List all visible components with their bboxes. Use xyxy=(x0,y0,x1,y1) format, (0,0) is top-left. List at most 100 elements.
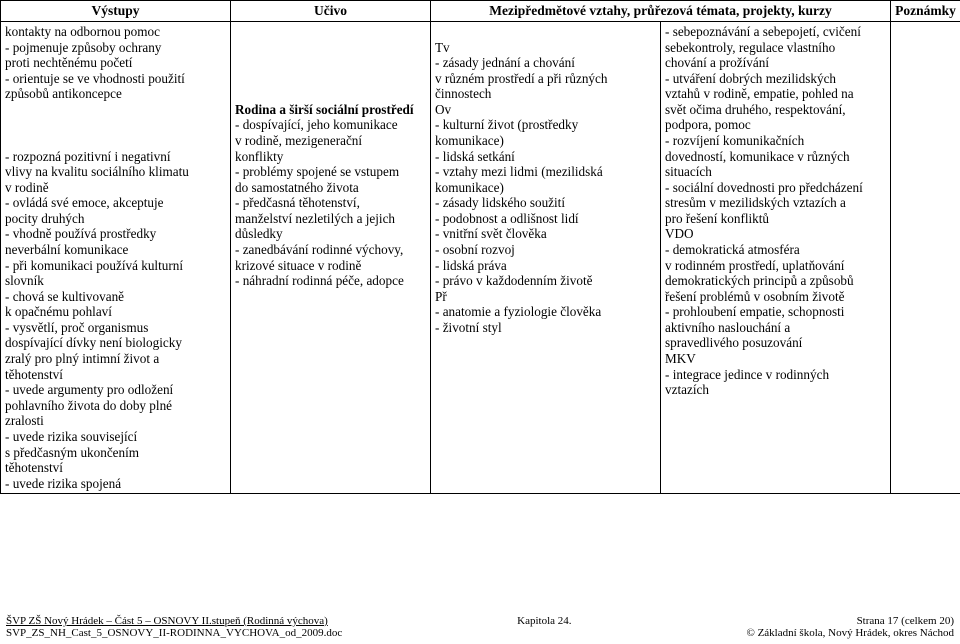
table-row: kontakty na odbornou pomoc- pojmenuje zp… xyxy=(1,21,960,493)
text-line: těhotenství xyxy=(5,460,226,476)
footer-center: Kapitola 24. xyxy=(517,615,571,640)
text-line: - zásady jednání a chování xyxy=(435,55,656,71)
text-line: pro řešení konfliktů xyxy=(665,211,886,227)
text-line: vlivy na kvalitu sociálního klimatu xyxy=(5,164,226,180)
text-line: důsledky xyxy=(235,226,426,242)
text-line: - sociální dovednosti pro předcházení xyxy=(665,180,886,196)
text-line: - kulturní život (prostředky xyxy=(435,117,656,133)
text-line: - uvede rizika související xyxy=(5,429,226,445)
text-line: Tv xyxy=(435,40,656,56)
text-line: stresům v mezilidských vztazích a xyxy=(665,195,886,211)
blank-line xyxy=(435,24,656,40)
text-line: - vhodně používá prostředky xyxy=(5,226,226,242)
text-line: - předčasná těhotenství, xyxy=(235,195,426,211)
curriculum-table: Výstupy Učivo Mezipředmětové vztahy, prů… xyxy=(0,0,960,494)
text-line: - orientuje se ve vhodnosti použití xyxy=(5,71,226,87)
text-line: - podobnost a odlišnost lidí xyxy=(435,211,656,227)
text-line: - životní styl xyxy=(435,320,656,336)
cell-vystupy: kontakty na odbornou pomoc- pojmenuje zp… xyxy=(1,21,231,493)
text-line: VDO xyxy=(665,226,886,242)
text-line: komunikace) xyxy=(435,180,656,196)
header-vystupy: Výstupy xyxy=(1,1,231,22)
text-line: - zanedbávání rodinné výchovy, xyxy=(235,242,426,258)
text-line: - problémy spojené se vstupem xyxy=(235,164,426,180)
footer-filename: SVP_ZS_NH_Cast_5_OSNOVY_II-RODINNA_VYCHO… xyxy=(6,627,342,639)
text-line: konflikty xyxy=(235,149,426,165)
text-line: neverbální komunikace xyxy=(5,242,226,258)
text-line: - demokratická atmosféra xyxy=(665,242,886,258)
text-line: situacích xyxy=(665,164,886,180)
text-line: Př xyxy=(435,289,656,305)
text-line: dospívající dívky není biologicky xyxy=(5,335,226,351)
text-line: - při komunikaci používá kulturní xyxy=(5,258,226,274)
footer-copyright: © Základní škola, Nový Hrádek, okres Nác… xyxy=(746,627,954,639)
text-line: komunikace) xyxy=(435,133,656,149)
text-line: krizové situace v rodině xyxy=(235,258,426,274)
text-line: s předčasným ukončením xyxy=(5,445,226,461)
text-line: aktivního naslouchání a xyxy=(665,320,886,336)
text-line: - chová se kultivovaně xyxy=(5,289,226,305)
text-line: - osobní rozvoj xyxy=(435,242,656,258)
text-line: proti nechtěnému početí xyxy=(5,55,226,71)
header-mezipredmetove: Mezipředmětové vztahy, průřezová témata,… xyxy=(431,1,891,22)
text-line: vztazích xyxy=(665,382,886,398)
text-line: slovník xyxy=(5,273,226,289)
text-line: - lidská práva xyxy=(435,258,656,274)
text-line: MKV xyxy=(665,351,886,367)
text-line: demokratických principů a způsobů xyxy=(665,273,886,289)
header-poznamky: Poznámky xyxy=(891,1,960,22)
section-heading: Rodina a širší sociální prostředí xyxy=(235,102,426,118)
text-line: - anatomie a fyziologie člověka xyxy=(435,304,656,320)
cell-mezi-right: - sebepoznávání a sebepojetí, cvičeníseb… xyxy=(661,21,891,493)
text-line xyxy=(5,117,226,133)
footer-right: Strana 17 (celkem 20) © Základní škola, … xyxy=(746,615,954,640)
text-line: chování a prožívání xyxy=(665,55,886,71)
text-line: - vysvětlí, proč organismus xyxy=(5,320,226,336)
text-line: svět očima druhého, respektování, xyxy=(665,102,886,118)
text-line: - náhradní rodinná péče, adopce xyxy=(235,273,426,289)
text-line: zralosti xyxy=(5,413,226,429)
text-line: - lidská setkání xyxy=(435,149,656,165)
footer-chapter: Kapitola 24. xyxy=(517,615,571,627)
text-line: řešení problémů v osobním životě xyxy=(665,289,886,305)
text-line: činnostech xyxy=(435,86,656,102)
text-line: - uvede rizika spojená xyxy=(5,476,226,492)
text-line: v rodinném prostředí, uplatňování xyxy=(665,258,886,274)
text-line: - zásady lidského soužití xyxy=(435,195,656,211)
footer-doc-title: ŠVP ZŠ Nový Hrádek – Část 5 – OSNOVY II.… xyxy=(6,615,328,627)
text-line xyxy=(5,133,226,149)
cell-ucivo: Rodina a širší sociální prostředí- dospí… xyxy=(231,21,431,493)
blank-line xyxy=(235,71,426,87)
cell-poznamky xyxy=(891,21,960,493)
header-ucivo: Učivo xyxy=(231,1,431,22)
footer-left: ŠVP ZŠ Nový Hrádek – Část 5 – OSNOVY II.… xyxy=(6,615,342,640)
text-line: pohlavního života do doby plné xyxy=(5,398,226,414)
text-line: způsobů antikoncepce xyxy=(5,86,226,102)
text-line: v rodině xyxy=(5,180,226,196)
text-line: dovedností, komunikace v různých xyxy=(665,149,886,165)
blank-line xyxy=(235,55,426,71)
blank-line xyxy=(235,40,426,56)
text-line: - vztahy mezi lidmi (mezilidská xyxy=(435,164,656,180)
text-line: - pojmenuje způsoby ochrany xyxy=(5,40,226,56)
text-line: manželství nezletilých a jejich xyxy=(235,211,426,227)
text-line: v rodině, mezigenerační xyxy=(235,133,426,149)
text-line: vztahů v rodině, empatie, pohled na xyxy=(665,86,886,102)
text-line: spravedlivého posuzování xyxy=(665,335,886,351)
text-line: Ov xyxy=(435,102,656,118)
text-line: - vnitřní svět člověka xyxy=(435,226,656,242)
text-line: k opačnému pohlaví xyxy=(5,304,226,320)
text-line: - prohloubení empatie, schopnosti xyxy=(665,304,886,320)
text-line: - dospívající, jeho komunikace xyxy=(235,117,426,133)
text-line: - ovládá své emoce, akceptuje xyxy=(5,195,226,211)
table-header-row: Výstupy Učivo Mezipředmětové vztahy, prů… xyxy=(1,1,960,22)
text-line: zralý pro plný intimní život a xyxy=(5,351,226,367)
text-line: - sebepoznávání a sebepojetí, cvičení xyxy=(665,24,886,40)
blank-line xyxy=(235,86,426,102)
text-line: do samostatného života xyxy=(235,180,426,196)
text-line: - rozvíjení komunikačních xyxy=(665,133,886,149)
text-line: v různém prostředí a při různých xyxy=(435,71,656,87)
text-line xyxy=(5,102,226,118)
text-line: kontakty na odbornou pomoc xyxy=(5,24,226,40)
text-line: - uvede argumenty pro odložení xyxy=(5,382,226,398)
